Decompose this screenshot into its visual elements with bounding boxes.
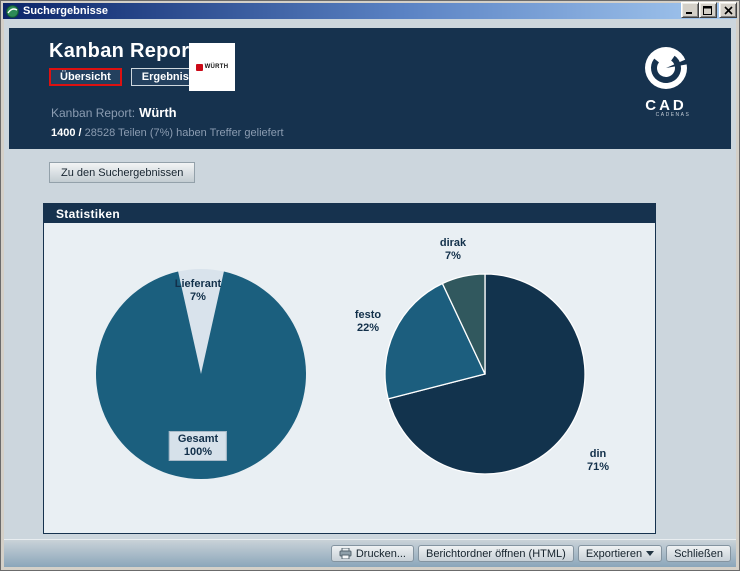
statistics-panel-title: Statistiken bbox=[44, 204, 655, 223]
label-din: din 71% bbox=[586, 448, 610, 473]
statistics-panel-body: Lieferant 7% Gesamt 100% dirak 7% festo … bbox=[44, 223, 655, 513]
close-button[interactable] bbox=[719, 2, 737, 18]
cadenas-logo-subtext: CADENAS bbox=[655, 112, 691, 118]
report-name-line: Kanban Report: Würth bbox=[51, 105, 177, 120]
printer-icon bbox=[339, 548, 352, 559]
maximize-button[interactable] bbox=[699, 2, 717, 18]
window-title: Suchergebnisse bbox=[23, 5, 108, 17]
minimize-icon bbox=[686, 11, 692, 14]
label-lieferant: Lieferant 7% bbox=[174, 278, 222, 303]
export-button[interactable]: Exportieren bbox=[577, 545, 663, 562]
report-header-panel: Kanban Report Übersicht Ergebnisse WÜRTH… bbox=[9, 28, 731, 149]
cadenas-logo: CAD CADENAS bbox=[631, 42, 701, 118]
pie-chart-gesamt bbox=[96, 269, 306, 480]
pie-chart-kataloge bbox=[384, 273, 586, 475]
pie-charts-canvas bbox=[96, 269, 586, 480]
label-dirak: dirak 7% bbox=[439, 237, 467, 262]
minimize-button[interactable] bbox=[681, 2, 699, 18]
label-festo: festo 22% bbox=[354, 309, 382, 334]
close-dialog-button[interactable]: Schließen bbox=[666, 545, 731, 562]
label-gesamt: Gesamt 100% bbox=[168, 431, 228, 461]
statistics-panel: Statistiken Lieferant 7% Gesamt 100% d bbox=[43, 203, 656, 534]
report-tabs: Übersicht Ergebnisse bbox=[49, 68, 213, 86]
report-label: Kanban Report: bbox=[51, 106, 136, 120]
open-report-folder-button[interactable]: Berichtordner öffnen (HTML) bbox=[418, 545, 574, 562]
window-titlebar: Suchergebnisse bbox=[3, 3, 737, 19]
dropdown-arrow-icon bbox=[646, 551, 655, 560]
cadenas-circle-icon bbox=[645, 47, 689, 89]
hit-count: 1400 / bbox=[51, 127, 82, 139]
close-icon bbox=[723, 5, 733, 15]
wuerth-mark-icon bbox=[195, 63, 203, 71]
footer-bar: Drucken... Berichtordner öffnen (HTML) E… bbox=[4, 539, 736, 567]
maximize-icon bbox=[703, 5, 712, 15]
wuerth-logo-text: WÜRTH bbox=[204, 64, 229, 70]
print-button[interactable]: Drucken... bbox=[330, 545, 414, 562]
hit-summary-text: 28528 Teilen (7%) haben Treffer geliefer… bbox=[84, 127, 284, 139]
report-name: Würth bbox=[139, 105, 177, 120]
hit-summary-line: 1400 /28528 Teilen (7%) haben Treffer ge… bbox=[51, 127, 284, 139]
window-controls bbox=[681, 2, 737, 18]
window-content: Kanban Report Übersicht Ergebnisse WÜRTH… bbox=[4, 19, 736, 567]
to-search-results-button[interactable]: Zu den Suchergebnissen bbox=[49, 162, 196, 183]
tab-uebersicht[interactable]: Übersicht bbox=[49, 68, 122, 86]
app-icon bbox=[6, 4, 19, 18]
page-title: Kanban Report bbox=[49, 40, 197, 62]
wuerth-logo: WÜRTH bbox=[189, 43, 235, 91]
cadenas-logo-text: CAD bbox=[645, 97, 687, 114]
